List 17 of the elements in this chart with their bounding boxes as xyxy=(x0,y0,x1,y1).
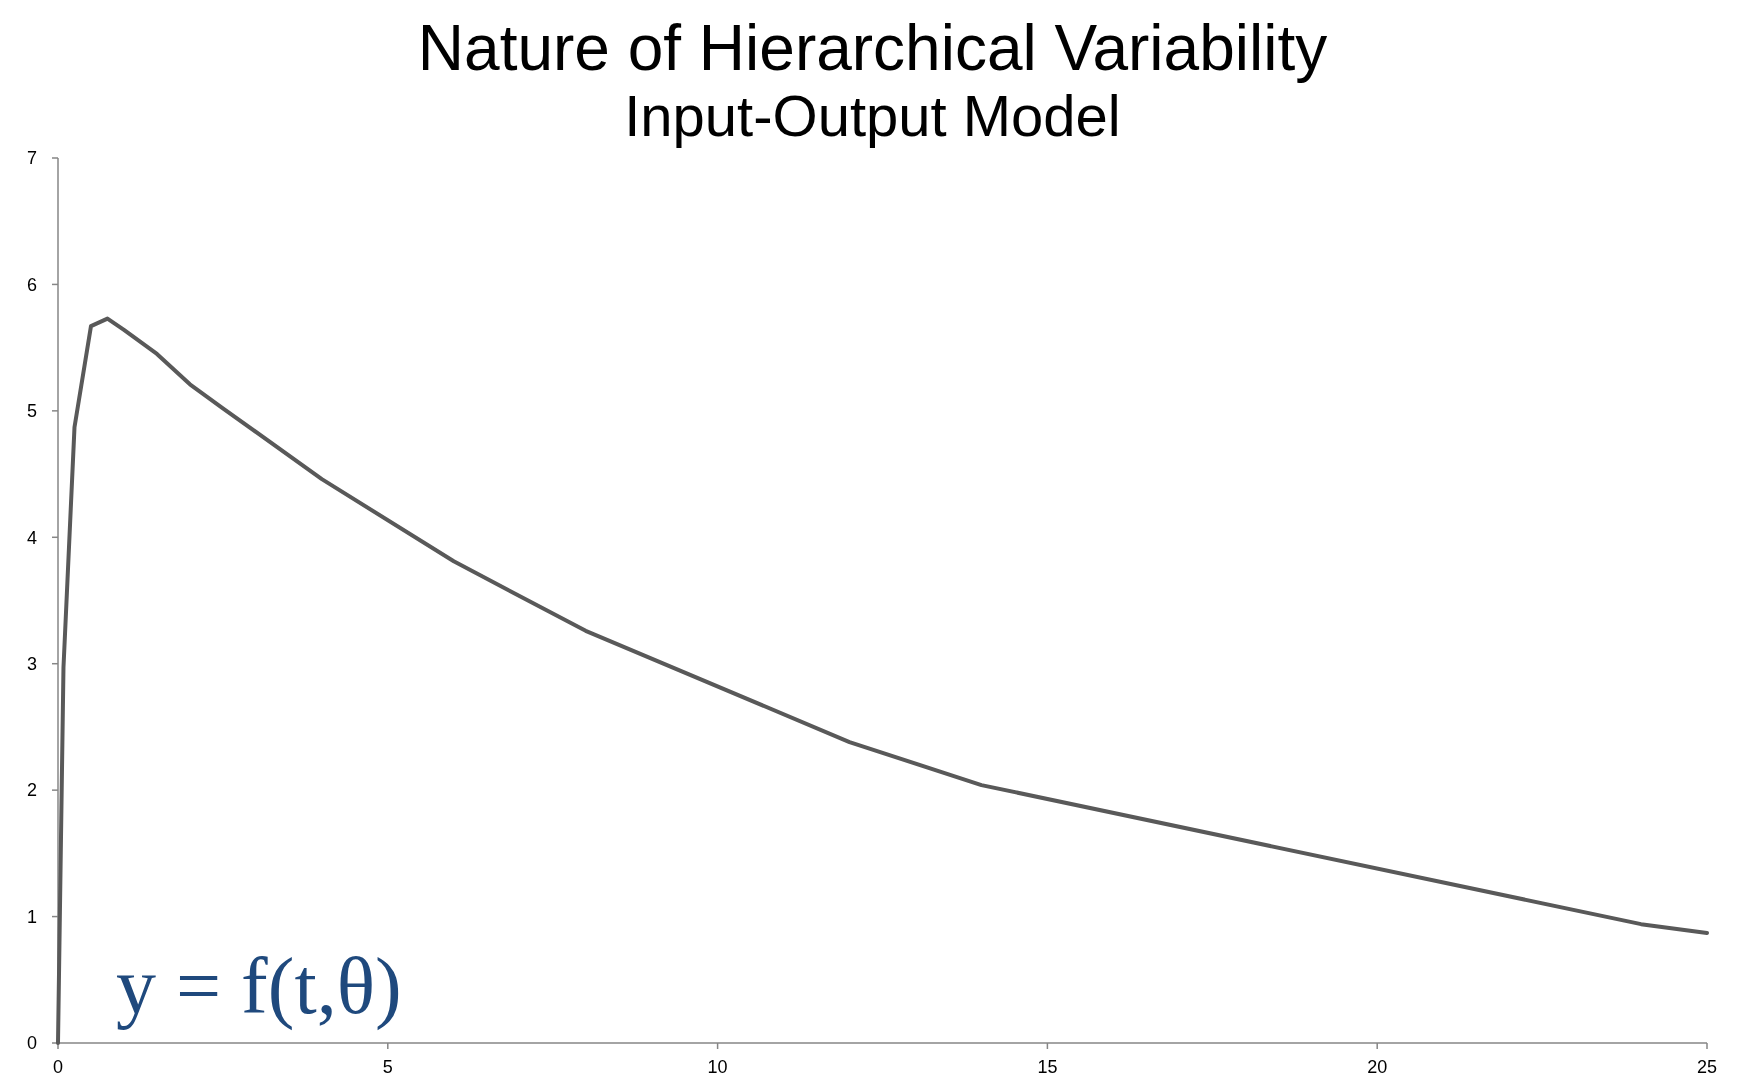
y-tick-label: 7 xyxy=(26,148,38,169)
x-tick-label: 20 xyxy=(1367,1057,1388,1077)
x-tick-label: 10 xyxy=(707,1057,728,1077)
annotation: y = f(t,θ) xyxy=(116,942,402,1031)
y-tick-label: 0 xyxy=(26,1033,38,1054)
y-tick-label: 2 xyxy=(26,780,38,801)
y-tick-label: 6 xyxy=(26,274,38,295)
y-tick-label: 4 xyxy=(26,527,38,548)
x-tick-label: 5 xyxy=(382,1057,393,1077)
chart-subtitle: Input-Output Model xyxy=(624,83,1121,148)
x-tick-label: 25 xyxy=(1696,1057,1718,1077)
y-tick-label: 3 xyxy=(26,654,38,675)
x-tick-label: 15 xyxy=(1037,1057,1058,1077)
y-tick-label: 5 xyxy=(26,401,38,422)
y-tick-label: 1 xyxy=(26,906,38,927)
chart-title: Nature of Hierarchical Variability xyxy=(417,12,1328,84)
x-tick-label: 0 xyxy=(52,1057,64,1077)
